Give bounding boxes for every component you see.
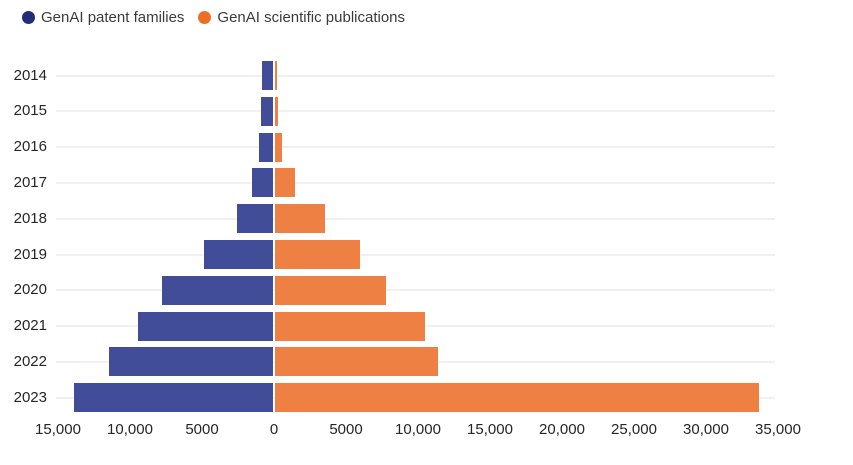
bar-patent-families-2015 [260,96,273,126]
bar-scientific-publications-2014 [275,61,278,90]
bar-scientific-publications-2018 [275,204,326,234]
x-axis-tick-5000: 5000 [185,421,219,438]
bar-scientific-publications-2016 [275,132,283,162]
bar-scientific-publications-2022 [275,347,438,377]
legend-dot-patent-families-icon [22,11,35,24]
legend-label-scientific-publications: GenAI scientific publications [217,9,406,26]
bar-patent-families-2021 [137,311,273,341]
x-axis-tick-15000: 15,000 [467,421,513,438]
bar-scientific-publications-2023 [275,383,759,413]
bar-scientific-publications-2019 [275,240,360,269]
year-label-2021: 2021 [13,317,47,335]
gridline-2017 [56,181,775,184]
legend-item-scientific-publications: GenAI scientific publications [198,9,405,26]
bar-patent-families-2016 [258,132,273,162]
bar-patent-families-2018 [237,204,273,234]
year-label-2015: 2015 [13,102,47,120]
year-label-2016: 2016 [13,138,47,156]
gridline-2015 [56,110,775,113]
bar-scientific-publications-2021 [275,311,426,341]
x-axis-tick-15000: 15,000 [35,421,81,438]
bar-patent-families-2022 [108,347,273,377]
x-axis-tick-30000: 30,000 [683,421,729,438]
year-label-2018: 2018 [13,209,47,227]
bar-scientific-publications-2017 [275,168,295,198]
year-label-2020: 2020 [13,281,47,299]
x-axis-tick-0: 0 [269,421,279,438]
legend-dot-scientific-publications-icon [198,11,212,24]
year-label-2023: 2023 [13,388,47,406]
legend: GenAI patent families GenAI scientific p… [22,9,405,26]
year-label-2017: 2017 [13,173,47,191]
bar-patent-families-2019 [203,240,273,269]
bar-scientific-publications-2020 [275,275,386,305]
gridline-2016 [56,146,775,149]
gridline-2020 [56,289,775,292]
gridline-2019 [56,253,775,256]
x-axis-tick-5000: 5000 [329,421,363,438]
x-axis-tick-10000: 10,000 [107,421,153,438]
x-axis-tick-20000: 20,000 [539,421,585,438]
bar-patent-families-2017 [252,168,273,198]
legend-item-patent-families: GenAI patent families [22,9,184,26]
x-axis-tick-10000: 10,000 [395,421,441,438]
gridline-2014 [56,74,775,77]
bar-scientific-publications-2015 [275,96,278,126]
x-axis-tick-35000: 35,000 [755,421,801,438]
year-label-2022: 2022 [13,352,47,370]
legend-label-patent-families: GenAI patent families [41,9,185,26]
bar-patent-families-2020 [162,275,273,305]
year-label-2019: 2019 [13,245,47,263]
bar-patent-families-2023 [74,383,273,413]
year-label-2014: 2014 [13,66,47,84]
gridline-2018 [56,217,775,220]
x-axis-tick-25000: 25,000 [611,421,657,438]
bar-patent-families-2014 [262,61,273,90]
